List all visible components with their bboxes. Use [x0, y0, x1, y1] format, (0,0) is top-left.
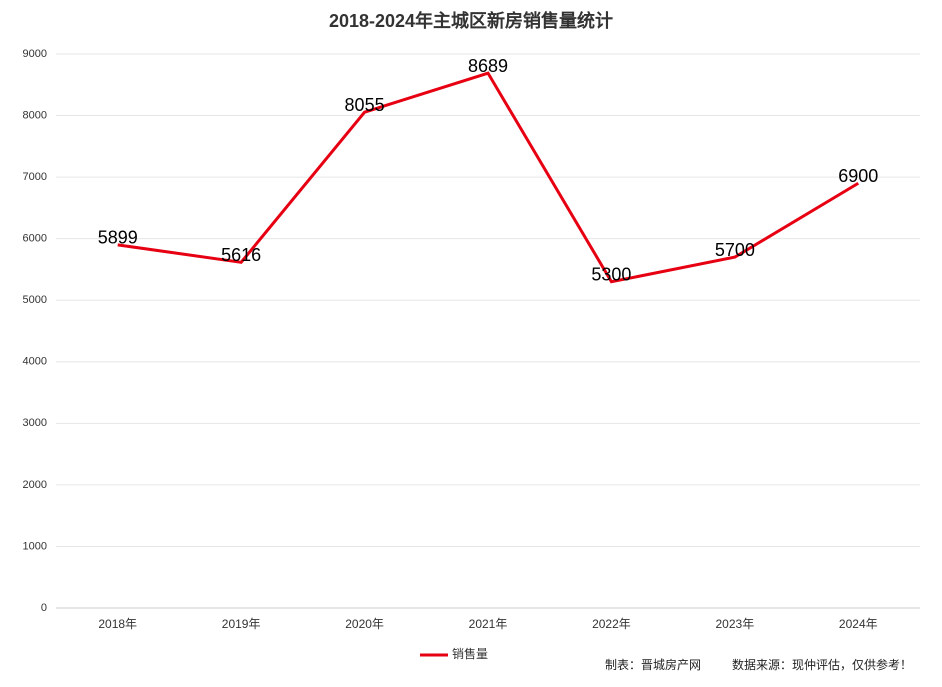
data-label: 6900	[838, 166, 878, 186]
y-tick-label: 2000	[23, 479, 47, 491]
data-label: 5616	[221, 245, 261, 265]
x-tick-label: 2020年	[345, 617, 384, 631]
y-tick-label: 7000	[23, 171, 47, 183]
x-tick-label: 2023年	[716, 617, 755, 631]
y-tick-label: 9000	[23, 48, 47, 60]
chart-title: 2018-2024年主城区新房销售量统计	[329, 10, 613, 31]
y-tick-label: 8000	[23, 109, 47, 121]
y-tick-label: 6000	[23, 233, 47, 245]
y-tick-label: 4000	[23, 356, 47, 368]
line	[117, 71, 860, 284]
data-label: 8689	[468, 56, 508, 76]
legend-label: 销售量	[452, 646, 488, 661]
y-tick-label: 5000	[23, 294, 47, 306]
y-tick-label: 1000	[23, 540, 47, 552]
data-label: 5300	[591, 265, 631, 285]
x-tick-label: 2024年	[839, 617, 878, 631]
y-tick-label: 3000	[23, 417, 47, 429]
data-label: 5899	[98, 228, 138, 248]
data-label: 8055	[345, 95, 385, 115]
data-label: 5700	[715, 240, 755, 260]
note: 制表：晋城房产网	[605, 657, 701, 672]
y-tick-label: 0	[41, 602, 47, 614]
x-tick-label: 2021年	[469, 617, 508, 631]
x-tick-label: 2019年	[222, 617, 261, 631]
note: 数据来源：现仲评估，仅供参考！	[732, 657, 912, 672]
x-tick-label: 2022年	[592, 617, 631, 631]
x-tick-label: 2018年	[98, 617, 137, 631]
